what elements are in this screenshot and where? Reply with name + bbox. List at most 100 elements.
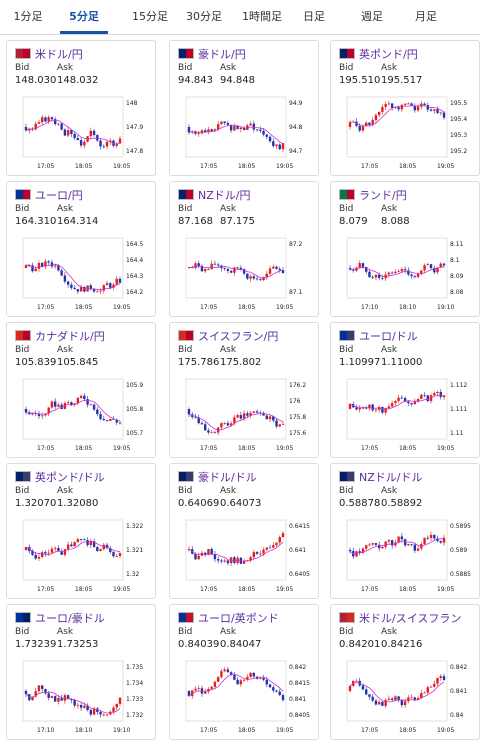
- pair-name[interactable]: 英ポンド/円: [359, 48, 418, 61]
- pair-name[interactable]: ユーロ/豪ドル: [35, 612, 105, 625]
- pair-name[interactable]: 豪ドル/円: [198, 48, 246, 61]
- rate-card[interactable]: 英ポンド/円 Bid Ask 195.510 195.517 195.5 195.4 195.…: [330, 40, 480, 176]
- candle-body: [70, 544, 73, 547]
- candle-body: [387, 406, 391, 409]
- candle-body: [102, 285, 105, 291]
- y-tick-label: 87.2: [289, 241, 303, 248]
- candle-body: [416, 398, 420, 402]
- rate-card[interactable]: ユーロ/英ポンド Bid Ask 0.84039 0.84047 0.842 0.8415 0…: [169, 604, 319, 740]
- pair-name[interactable]: 英ポンド/ドル: [35, 471, 105, 484]
- pair-name[interactable]: スイスフラン/円: [198, 330, 279, 343]
- moving-average-line: [349, 394, 444, 410]
- pair-name[interactable]: NZドル/ドル: [359, 471, 423, 484]
- rate-card[interactable]: ユーロ/豪ドル Bid Ask 1.73239 1.73253 1.735 1.734 1.7…: [6, 604, 156, 740]
- candle-body: [394, 271, 397, 274]
- plot-frame: [185, 96, 287, 158]
- candle-body: [63, 129, 67, 136]
- rate-card[interactable]: スイスフラン/円 Bid Ask 175.786 175.802 176.2 176 175.…: [169, 322, 319, 458]
- x-tick-label: 18:05: [238, 727, 255, 734]
- x-tick-label: 17:05: [37, 163, 54, 170]
- rate-card[interactable]: NZドル/円 Bid Ask 87.168 87.175 87.2 87.1 17:05 18:…: [169, 181, 319, 317]
- candle-body: [102, 146, 105, 148]
- candle-body: [281, 143, 285, 150]
- rate-card[interactable]: 米ドル/円 Bid Ask 148.030 148.032 148 147.9 147.8 17…: [6, 40, 156, 176]
- rate-card[interactable]: 豪ドル/円 Bid Ask 94.843 94.848 94.9 94.8 94.7 17:05…: [169, 40, 319, 176]
- candle-body: [381, 546, 384, 549]
- x-tick-label: 19:05: [276, 445, 293, 452]
- rate-card[interactable]: 英ポンド/ドル Bid Ask 1.32070 1.32080 1.322 1.321 1.3…: [6, 463, 156, 599]
- x-tick-label: 18:05: [399, 586, 416, 593]
- ask-price: 1.32080: [57, 498, 99, 509]
- x-tick-label: 17:05: [361, 727, 378, 734]
- candle-body: [433, 683, 436, 687]
- rate-card[interactable]: カナダドル/円 Bid Ask 105.839 105.845 105.9 105.8 105…: [6, 322, 156, 458]
- pair-name[interactable]: 米ドル/スイスフラン: [359, 612, 462, 625]
- x-tick-label: 18:05: [399, 727, 416, 734]
- candle-body: [377, 274, 381, 278]
- candle-body: [76, 397, 80, 404]
- y-tick-label: 164.3: [126, 273, 143, 280]
- candle-body: [226, 669, 230, 673]
- candle-body: [387, 272, 391, 275]
- rate-card[interactable]: NZドル/ドル Bid Ask 0.58878 0.58892 0.5895 0.589 0.…: [330, 463, 480, 599]
- rate-card[interactable]: 豪ドル/ドル Bid Ask 0.64069 0.64073 0.6415 0.641 0.6…: [169, 463, 319, 599]
- pair-name[interactable]: ユーロ/ドル: [359, 330, 418, 343]
- rate-card[interactable]: ユーロ/ドル Bid Ask 1.10997 1.11000 1.112 1.111 1.11…: [330, 322, 480, 458]
- candle-body: [394, 401, 397, 404]
- rate-card[interactable]: ランド/円 Bid Ask 8.079 8.088 8.11 8.1 8.09 8.08 17:1…: [330, 181, 480, 317]
- ask-price: 0.64073: [220, 498, 262, 509]
- tab-6[interactable]: 日足: [303, 10, 325, 23]
- tab-1[interactable]: 1分足: [13, 10, 43, 23]
- x-tick-label: 17:05: [200, 163, 217, 170]
- x-tick-label: 17:10: [37, 727, 54, 734]
- x-tick-label: 19:05: [113, 586, 130, 593]
- tab-3[interactable]: 15分足: [132, 10, 168, 23]
- pair-name[interactable]: ランド/円: [359, 189, 407, 202]
- x-tick-label: 19:05: [113, 304, 130, 311]
- card-header: NZドル/円: [178, 186, 314, 202]
- candle-body: [83, 539, 86, 541]
- pair-name[interactable]: ユーロ/円: [35, 189, 83, 202]
- candle-body: [187, 691, 191, 697]
- candle-body: [242, 679, 246, 681]
- candlestick-chart: 0.6415 0.641 0.6405 17:05 18:05 19:05: [185, 519, 310, 593]
- rate-card[interactable]: 米ドル/スイスフラン Bid Ask 0.84201 0.84216 0.842 0.841…: [330, 604, 480, 740]
- moving-average-line: [25, 400, 121, 422]
- tab-7[interactable]: 週足: [361, 10, 383, 23]
- candle-body: [118, 697, 122, 704]
- pair-name[interactable]: 豪ドル/ドル: [198, 471, 257, 484]
- card-header: ユーロ/ドル: [339, 327, 475, 343]
- candle-body: [426, 264, 429, 266]
- pair-name[interactable]: ユーロ/英ポンド: [198, 612, 279, 625]
- y-tick-label: 147.8: [126, 148, 143, 155]
- candle-body: [423, 537, 426, 544]
- candle-body: [220, 423, 223, 428]
- pair-name[interactable]: カナダドル/円: [35, 330, 105, 343]
- candle-body: [275, 690, 278, 692]
- y-tick-label: 195.5: [450, 100, 467, 107]
- x-tick-label: 19:05: [437, 445, 454, 452]
- candle-body: [102, 714, 105, 716]
- candle-body: [220, 560, 223, 562]
- y-tick-label: 1.734: [126, 680, 143, 687]
- candle-body: [24, 691, 28, 695]
- pair-name[interactable]: NZドル/円: [198, 189, 251, 202]
- tab-2[interactable]: 5分足: [60, 0, 108, 34]
- candle-body: [433, 268, 436, 273]
- plot-frame: [346, 237, 448, 299]
- tab-8[interactable]: 月足: [415, 10, 437, 23]
- plot-frame: [22, 96, 124, 158]
- tab-5[interactable]: 1時間足: [242, 10, 282, 23]
- y-tick-label: 8.11: [450, 241, 464, 248]
- candle-body: [197, 133, 200, 135]
- candle-body: [436, 677, 439, 684]
- bid-price: 1.10997: [339, 357, 381, 368]
- rate-card[interactable]: ユーロ/円 Bid Ask 164.310 164.314 164.5 164.4 164.3…: [6, 181, 156, 317]
- candle-body: [403, 269, 407, 271]
- bid-price: 0.84039: [178, 639, 220, 650]
- candle-body: [41, 685, 44, 689]
- pair-name[interactable]: 米ドル/円: [35, 48, 83, 61]
- timeframe-tabs: 1分足 5分足 15分足 30分足 1時間足 日足 週足 月足: [0, 0, 480, 35]
- tab-4[interactable]: 30分足: [186, 10, 222, 23]
- candle-body: [200, 265, 204, 272]
